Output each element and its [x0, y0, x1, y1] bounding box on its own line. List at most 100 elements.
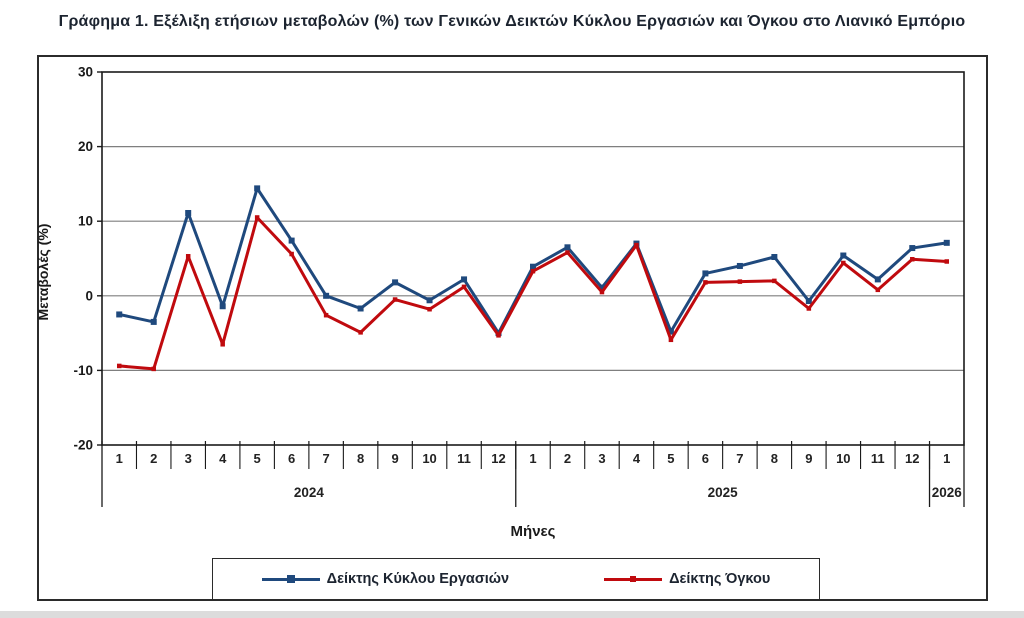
x-month-label: 3: [185, 451, 192, 466]
volume-data-point-marker: [634, 242, 639, 248]
page-bottom-strip: [0, 611, 1024, 618]
turnover-data-point-marker: [667, 328, 674, 335]
x-month-label: 4: [219, 451, 227, 466]
turnover-data-point-marker: [909, 245, 916, 252]
x-month-label: 12: [905, 451, 919, 466]
turnover-data-point-marker: [461, 276, 468, 283]
volume-data-point-marker: [358, 330, 363, 335]
volume-data-point-marker: [841, 260, 846, 266]
y-tick-label: 10: [78, 214, 93, 229]
legend-entry-turnover: Δείκτης Κύκλου Εργασιών: [261, 571, 510, 587]
turnover-data-point-marker: [598, 284, 605, 291]
volume-data-point-marker: [875, 287, 881, 293]
x-month-label: 6: [288, 451, 295, 466]
legend-label-volume: Δείκτης Όγκου: [669, 571, 771, 587]
volume-data-point-marker: [323, 312, 329, 318]
x-month-label: 7: [323, 451, 330, 466]
x-month-label: 10: [422, 451, 436, 466]
x-month-label: 8: [771, 451, 778, 466]
plot-border: [101, 71, 965, 446]
turnover-data-point-marker: [323, 292, 330, 299]
turnover-data-point-marker: [530, 263, 536, 270]
turnover-data-point-marker: [702, 270, 709, 277]
turnover-legend-line-icon: [261, 575, 320, 583]
turnover-data-point-marker: [185, 209, 192, 216]
x-month-label: 4: [633, 451, 641, 466]
volume-data-point-marker: [151, 366, 156, 372]
volume-legend-line-icon: [604, 576, 663, 582]
chart-frame: 30 20 10 0 -10 -20 1 2 3 4 5 6 7 8 9 10 11 12 1 2 3 4 5 6 7 8 9 10 1…: [35, 55, 988, 601]
x-axis-title: Μήνες: [510, 523, 556, 540]
volume-data-point-marker: [496, 333, 501, 338]
x-month-label: 8: [357, 451, 364, 466]
volume-data-point-marker: [461, 284, 467, 290]
volume-data-point-marker: [565, 250, 570, 255]
volume-data-point-marker: [392, 297, 398, 302]
x-month-label: 9: [805, 451, 812, 466]
turnover-data-point-marker: [357, 305, 364, 312]
turnover-data-point-marker: [771, 254, 778, 261]
y-tick-label: 30: [78, 65, 93, 80]
x-month-label: 1: [943, 451, 950, 466]
x-month-label: 7: [736, 451, 743, 466]
volume-data-point-marker: [737, 279, 743, 284]
volume-legend-marker-icon: [630, 576, 637, 582]
x-month-label: 1: [529, 451, 536, 466]
x-month-label: 6: [702, 451, 709, 466]
y-tick-label: 20: [78, 139, 93, 154]
volume-data-point-marker: [772, 278, 777, 284]
turnover-data-point-marker: [736, 262, 743, 269]
year-label: 2026: [932, 485, 963, 500]
turnover-data-point-marker: [874, 276, 881, 283]
x-month-label: 2: [564, 451, 571, 466]
turnover-data-point-marker: [150, 318, 157, 325]
turnover-legend-marker-icon: [286, 575, 295, 583]
y-axis-title: Μεταβολές (%): [35, 223, 51, 321]
y-tick-label: 0: [85, 288, 93, 303]
volume-data-point-marker: [185, 254, 191, 259]
volume-data-point-marker: [944, 259, 950, 264]
turnover-data-point-marker: [805, 298, 812, 305]
volume-data-point-marker: [806, 306, 812, 311]
x-month-label: 5: [667, 451, 674, 466]
legend-entry-volume: Δείκτης Όγκου: [604, 571, 770, 587]
turnover-data-point-marker: [288, 237, 295, 244]
x-month-label: 1: [116, 451, 123, 466]
volume-data-point-marker: [910, 256, 915, 262]
x-month-label: 11: [457, 451, 471, 466]
volume-data-point-marker: [427, 306, 432, 312]
year-label: 2024: [294, 485, 325, 500]
turnover-data-point-marker: [392, 279, 399, 286]
turnover-data-point-marker: [840, 252, 847, 259]
x-month-label: 9: [391, 451, 398, 466]
x-month-label: 5: [254, 451, 261, 466]
volume-data-point-marker: [254, 215, 260, 220]
volume-data-point-marker: [116, 363, 122, 369]
turnover-data-point-marker: [219, 303, 226, 310]
y-tick-label: -20: [73, 438, 93, 453]
legend: Δείκτης Κύκλου Εργασιών Δείκτης Όγκου: [212, 558, 820, 600]
chart-title: Γράφημα 1. Εξέλιξη ετήσιων μεταβολών (%)…: [58, 13, 966, 30]
volume-data-point-marker: [220, 342, 225, 347]
turnover-series-line: [117, 186, 949, 335]
x-month-label: 11: [871, 451, 885, 466]
turnover-data-point-marker: [254, 185, 261, 192]
x-month-label: 12: [491, 451, 505, 466]
turnover-data-point-marker: [426, 297, 433, 304]
x-month-label: 10: [836, 451, 850, 466]
turnover-data-point-marker: [943, 239, 950, 246]
x-month-label: 2: [150, 451, 157, 466]
turnover-data-point-marker: [116, 311, 123, 318]
y-tick-label: -10: [73, 363, 93, 378]
volume-data-point-marker: [703, 280, 708, 285]
volume-data-point-marker: [530, 268, 536, 274]
volume-data-point-marker: [289, 251, 294, 257]
volume-data-point-marker: [599, 289, 605, 295]
turnover-data-point-marker: [564, 244, 571, 251]
legend-label-turnover: Δείκτης Κύκλου Εργασιών: [326, 571, 510, 587]
volume-data-point-marker: [668, 337, 674, 343]
x-month-label: 3: [598, 451, 605, 466]
year-label: 2025: [708, 485, 739, 500]
